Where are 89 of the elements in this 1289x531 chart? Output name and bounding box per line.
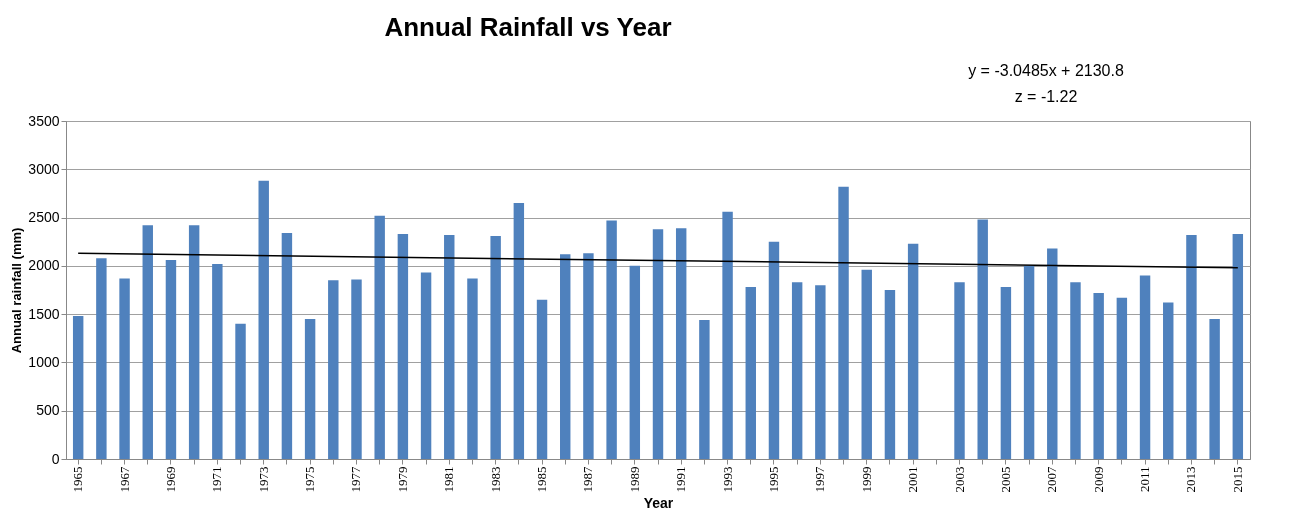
bar bbox=[745, 287, 756, 459]
bar bbox=[467, 278, 478, 459]
x-tick-label: 1987 bbox=[580, 466, 596, 493]
bar bbox=[351, 279, 362, 459]
bar bbox=[1023, 265, 1035, 459]
bar bbox=[583, 253, 594, 459]
bar bbox=[490, 235, 501, 459]
y-tick-label: 1000 bbox=[28, 353, 60, 370]
x-tick-label: 1997 bbox=[812, 466, 828, 493]
x-tick-label: 1991 bbox=[673, 466, 689, 493]
x-tick-label: 1985 bbox=[534, 466, 550, 493]
bar bbox=[72, 316, 84, 459]
bar bbox=[907, 243, 919, 459]
bar bbox=[1232, 233, 1244, 459]
x-tick-label: 2005 bbox=[997, 466, 1013, 493]
text: y = -3.0485x + 2130.8 bbox=[968, 62, 1124, 79]
bar bbox=[560, 254, 571, 459]
bar bbox=[815, 285, 826, 459]
y-tick-label: 1500 bbox=[28, 305, 60, 322]
bar bbox=[1000, 287, 1012, 459]
x-tick-label: 1975 bbox=[302, 466, 318, 493]
bar bbox=[791, 282, 803, 459]
bar bbox=[444, 234, 455, 459]
x-tick-label: 2011 bbox=[1137, 466, 1153, 493]
bar bbox=[861, 269, 872, 459]
bar bbox=[1047, 248, 1058, 459]
x-tick-label: 2013 bbox=[1183, 466, 1199, 493]
bar bbox=[165, 260, 177, 459]
bar bbox=[1070, 282, 1081, 459]
bar bbox=[652, 229, 664, 459]
x-tick-label: 2001 bbox=[905, 466, 921, 493]
bar bbox=[258, 180, 269, 459]
bar bbox=[1139, 275, 1151, 459]
x-tick-label: 1973 bbox=[255, 466, 271, 493]
bar bbox=[304, 318, 316, 459]
bar bbox=[536, 299, 548, 459]
bar bbox=[397, 233, 409, 459]
x-tick-label: 2009 bbox=[1090, 466, 1106, 493]
bar bbox=[1163, 302, 1174, 459]
y-axis-title: Annual rainfall (mm) bbox=[9, 227, 25, 354]
y-tick-label: 0 bbox=[51, 450, 60, 467]
chart-title: Annual Rainfall vs Year bbox=[384, 12, 672, 42]
bar bbox=[977, 219, 988, 459]
x-tick-label: 2003 bbox=[951, 466, 967, 493]
x-tick-label: 1995 bbox=[765, 466, 781, 493]
x-axis-title: Year bbox=[643, 494, 674, 511]
y-tick-label: 2000 bbox=[28, 257, 60, 274]
bar bbox=[954, 282, 965, 459]
bar bbox=[1093, 292, 1104, 459]
y-tick-label: 2500 bbox=[28, 209, 60, 226]
x-tick-label: 1983 bbox=[487, 466, 503, 493]
text: z = -1.22 bbox=[1014, 88, 1078, 105]
bar bbox=[188, 225, 200, 459]
bar bbox=[1116, 297, 1128, 459]
bar bbox=[212, 263, 223, 459]
bar bbox=[374, 215, 385, 459]
bar bbox=[722, 211, 733, 459]
y-tick-label: 500 bbox=[36, 402, 60, 419]
x-tick-label: 1999 bbox=[858, 466, 874, 493]
y-tick-label: 3000 bbox=[28, 160, 60, 177]
bar bbox=[606, 220, 617, 459]
x-tick-label: 1979 bbox=[394, 466, 410, 493]
bar bbox=[1209, 318, 1220, 459]
bar bbox=[96, 258, 107, 459]
bar bbox=[281, 233, 293, 459]
x-tick-label: 1971 bbox=[209, 466, 225, 493]
x-tick-label: 1967 bbox=[116, 466, 132, 493]
x-tick-label: 1977 bbox=[348, 466, 364, 493]
bar bbox=[884, 290, 896, 459]
x-tick-label: 1989 bbox=[626, 466, 642, 493]
bar bbox=[235, 323, 246, 459]
bar bbox=[513, 203, 525, 459]
bar bbox=[420, 272, 432, 459]
x-tick-label: 2007 bbox=[1044, 466, 1060, 493]
bar bbox=[838, 186, 849, 459]
y-tick-label: 3500 bbox=[28, 112, 60, 129]
x-tick-label: 1981 bbox=[441, 466, 457, 493]
x-tick-label: 1965 bbox=[70, 466, 86, 493]
bar bbox=[675, 228, 687, 459]
bar bbox=[119, 278, 130, 459]
x-tick-label: 1993 bbox=[719, 466, 735, 493]
bar bbox=[629, 265, 641, 459]
x-tick-label: 1969 bbox=[162, 466, 178, 493]
x-tick-label: 2015 bbox=[1229, 466, 1245, 493]
bar bbox=[142, 225, 153, 459]
bar bbox=[1186, 234, 1197, 459]
bar bbox=[699, 319, 710, 459]
bar bbox=[768, 241, 780, 459]
bar bbox=[328, 280, 339, 459]
